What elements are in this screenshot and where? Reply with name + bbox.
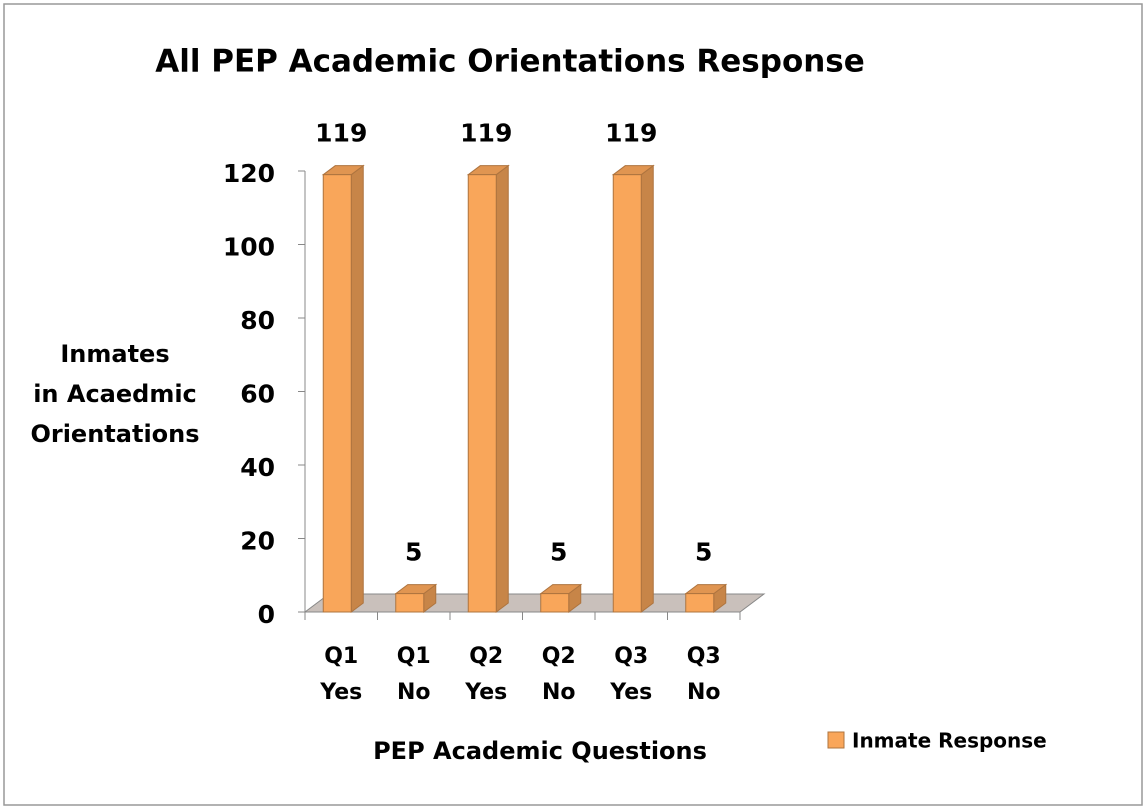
bar-front (467, 174, 497, 613)
bar (321, 164, 365, 613)
x-tick-label: Q1 Yes (319, 644, 362, 705)
legend-label: Inmate Response (852, 729, 1047, 753)
y-tick-label: 40 (240, 453, 275, 482)
bar (611, 164, 655, 613)
bar-front (322, 174, 352, 613)
x-axis-title: PEP Academic Questions (373, 737, 707, 765)
y-tick-label: 80 (240, 306, 275, 335)
y-axis-title: Inmates in Acaedmic Orientations (30, 340, 199, 448)
bar (394, 583, 438, 613)
bar-front (685, 593, 715, 613)
y-tick-label: 20 (240, 527, 275, 556)
bar (466, 164, 510, 613)
data-label: 119 (315, 119, 367, 148)
x-tick-label: Q1 No (397, 644, 431, 705)
chart-border (3, 3, 1143, 806)
x-tick-label: Q2 No (542, 644, 576, 705)
x-tick-label: Q3 No (687, 644, 721, 705)
data-label: 5 (695, 538, 712, 567)
bar-side (495, 164, 509, 613)
legend-swatch (827, 731, 845, 749)
data-label: 119 (605, 119, 657, 148)
y-tick-label: 60 (240, 380, 275, 409)
y-tick-label: 100 (223, 233, 275, 262)
x-tick-label: Q3 Yes (609, 644, 652, 705)
bar-side (350, 164, 364, 613)
bar (684, 583, 728, 613)
chart-title: All PEP Academic Orientations Response (155, 44, 865, 80)
data-label: 119 (460, 119, 512, 148)
bar (539, 583, 583, 613)
data-label: 5 (405, 538, 422, 567)
bar-front (612, 174, 642, 613)
data-label: 5 (550, 538, 567, 567)
x-tick-label: Q2 Yes (464, 644, 507, 705)
bar-front (395, 593, 425, 613)
bar-side (640, 164, 654, 613)
y-tick-label: 120 (223, 159, 275, 188)
y-tick-label: 0 (258, 600, 275, 629)
bar-front (540, 593, 570, 613)
